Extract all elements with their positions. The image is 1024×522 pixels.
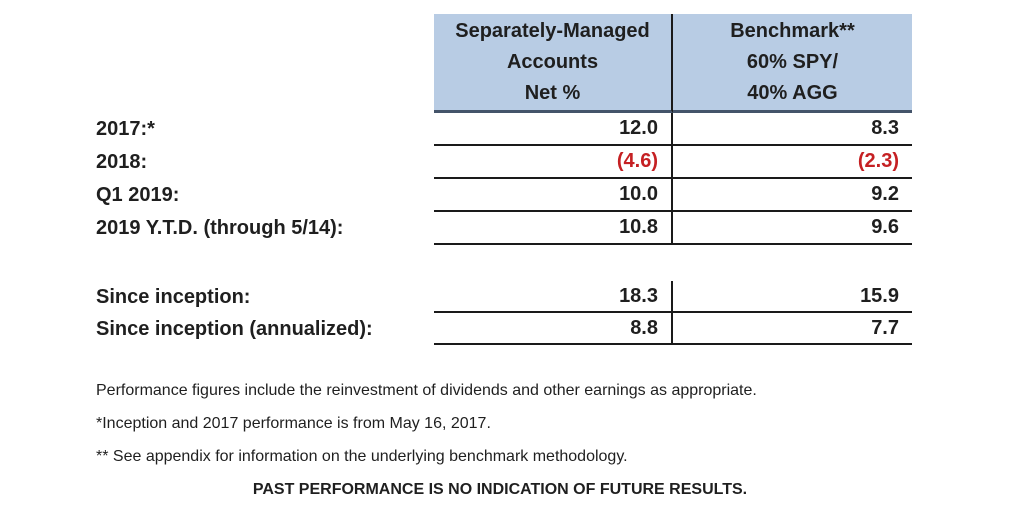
footnote-inception-date: *Inception and 2017 performance is from …	[96, 415, 491, 432]
footnote-benchmark-methodology: ** See appendix for information on the u…	[96, 448, 628, 465]
benchmark-value-since-inception-annualized: 7.7	[673, 313, 912, 345]
table-gap-spacer	[434, 245, 673, 281]
row-label-since-inception: Since inception:	[96, 285, 251, 308]
benchmark-value-2019-ytd: 9.6	[673, 212, 912, 245]
sma-value-2019-ytd: 10.8	[434, 212, 673, 245]
sma-value-2017: 12.0	[434, 113, 673, 146]
performance-table: Separately-Managed Accounts Net % Benchm…	[96, 14, 912, 345]
row-label-2018: 2018:	[96, 151, 148, 173]
column-header-benchmark-line3: 40% AGG	[747, 82, 838, 104]
sma-value-q1-2019: 10.0	[434, 179, 673, 212]
row-label-2019-ytd: 2019 Y.T.D. (through 5/14):	[96, 217, 344, 239]
row-label-since-inception-annualized: Since inception (annualized):	[96, 317, 373, 340]
benchmark-value-2017: 8.3	[673, 113, 912, 146]
benchmark-value-q1-2019: 9.2	[673, 179, 912, 212]
row-label-2017: 2017:*	[96, 118, 155, 140]
sma-value-2018: (4.6)	[434, 146, 673, 179]
column-header-sma-line3: Net %	[524, 82, 581, 104]
header-corner-spacer	[96, 14, 434, 113]
sma-value-since-inception: 18.3	[434, 281, 673, 313]
column-header-sma: Separately-Managed Accounts Net %	[434, 14, 673, 113]
column-header-sma-line2: Accounts	[506, 51, 599, 73]
benchmark-value-since-inception: 15.9	[673, 281, 912, 313]
table-gap-spacer	[96, 245, 434, 281]
footnotes-section: Performance figures include the reinvest…	[96, 381, 757, 480]
sma-value-since-inception-annualized: 8.8	[434, 313, 673, 345]
past-performance-disclaimer: PAST PERFORMANCE IS NO INDICATION OF FUT…	[252, 481, 748, 498]
column-header-benchmark-line1: Benchmark**	[730, 20, 855, 42]
table-gap-spacer	[673, 245, 912, 281]
row-label-q1-2019: Q1 2019:	[96, 184, 180, 206]
footnote-reinvestment: Performance figures include the reinvest…	[96, 382, 757, 399]
column-header-sma-line1: Separately-Managed	[455, 20, 650, 42]
column-header-benchmark: Benchmark** 60% SPY/ 40% AGG	[673, 14, 912, 113]
benchmark-value-2018: (2.3)	[673, 146, 912, 179]
column-header-benchmark-line2: 60% SPY/	[746, 51, 839, 73]
